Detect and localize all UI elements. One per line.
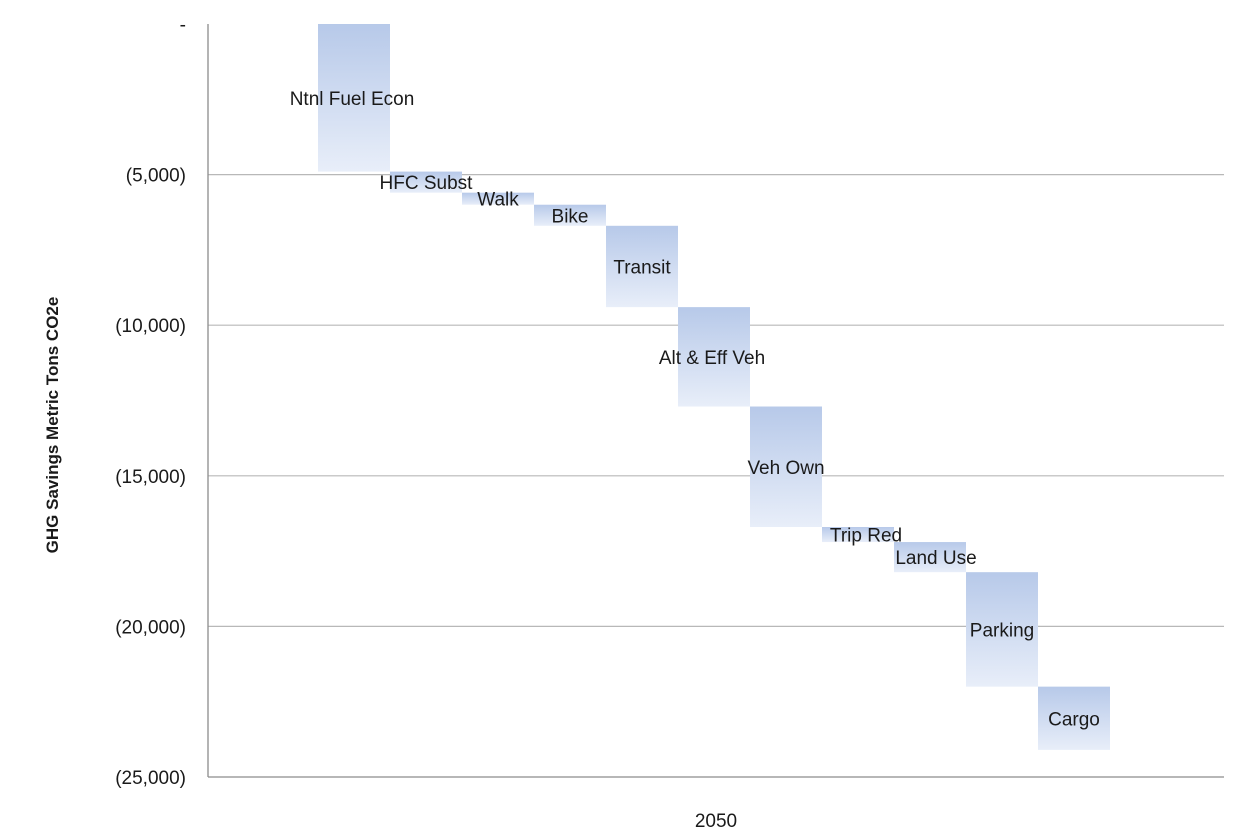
bar-ntnl-fuel-econ [318,24,390,172]
x-category-label: 2050 [695,811,737,832]
y-tick-label: - [180,15,186,36]
bar-label: Walk [477,190,519,211]
y-tick-label: (5,000) [126,166,186,187]
bar-transit [606,225,678,308]
bar-label: Bike [552,206,589,227]
gridlines [208,174,1224,628]
bar-veh-own [750,406,822,528]
bar-walk [462,192,534,205]
bar-label: Alt & Eff Veh [659,348,765,369]
y-tick-label: (10,000) [115,316,186,337]
bar-parking [966,572,1038,687]
bar-hfc-subst [390,171,462,193]
bars [318,24,1110,750]
bar-label: Cargo [1048,709,1100,730]
bar-land-use [894,542,966,573]
bar-label: HFC Subst [380,173,474,194]
bar-label: Veh Own [747,458,824,479]
bar-cargo [1038,686,1110,750]
bar-label: Parking [970,620,1034,641]
bar-bike [534,204,606,226]
bar-label: Land Use [895,548,976,569]
y-axis-label: GHG Savings Metric Tons CO2e [43,297,62,554]
bar-alt-eff-veh [678,307,750,407]
bar-trip-red [822,527,894,543]
y-tick-label: (25,000) [115,768,186,789]
bar-label: Trip Red [830,526,902,547]
bar-label: Transit [613,257,671,278]
y-tick-label: (20,000) [115,617,186,638]
bar-label: Ntnl Fuel Econ [290,89,415,110]
axes: - (5,000) (10,000) (15,000) (20,000) (25,000) [115,15,1224,789]
y-tick-label: (15,000) [115,467,186,488]
